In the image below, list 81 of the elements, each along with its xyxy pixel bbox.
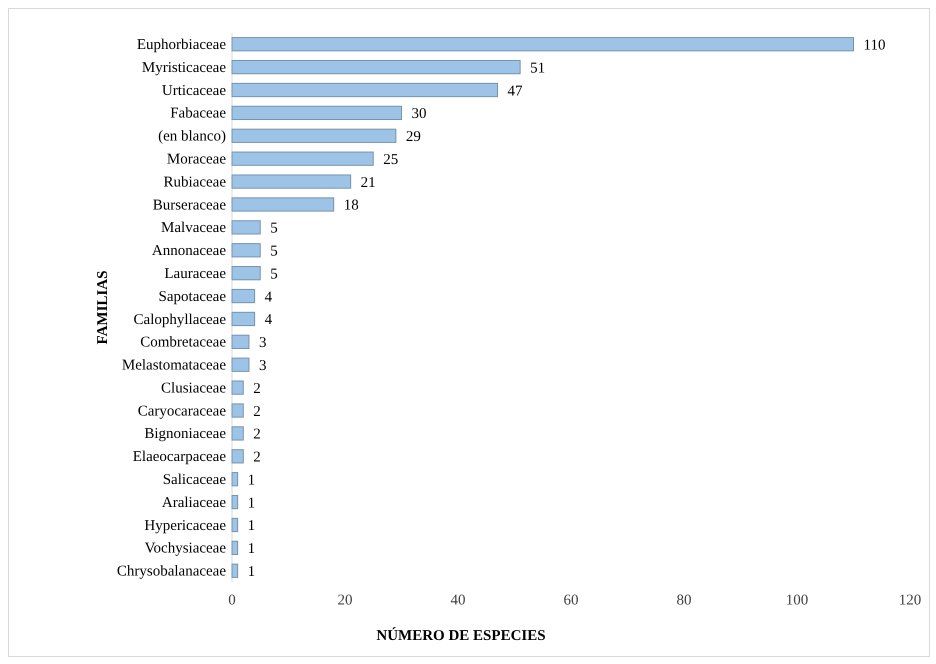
bar xyxy=(232,472,238,486)
y-tick-label: Euphorbiaceae xyxy=(136,37,226,54)
data-label: 3 xyxy=(258,335,266,352)
y-tick-label: Bignoniaceae xyxy=(144,426,226,442)
bar xyxy=(232,82,498,98)
data-label: 5 xyxy=(270,244,278,260)
y-tick-label: Sapotaceae xyxy=(158,288,226,305)
data-label: 1 xyxy=(248,495,256,512)
data-label: 29 xyxy=(406,129,421,146)
data-label: 2 xyxy=(253,450,261,466)
y-tick-label: Annonaceae xyxy=(152,243,226,260)
data-label: 51 xyxy=(530,60,546,76)
bar xyxy=(232,518,238,532)
data-label: 21 xyxy=(360,174,376,191)
bar xyxy=(232,152,374,166)
data-label: 3 xyxy=(258,358,266,374)
bar xyxy=(232,334,250,349)
y-tick-label: Rubiaceae xyxy=(164,174,226,190)
y-tick-label: Araliaceae xyxy=(162,494,226,511)
data-label: 1 xyxy=(248,564,256,580)
y-tick-label: Fabaceae xyxy=(170,106,226,122)
x-tick-label: 120 xyxy=(898,592,922,609)
x-tick-label: 80 xyxy=(676,592,692,609)
data-label: 47 xyxy=(508,83,524,100)
bar xyxy=(232,60,521,74)
data-label: 2 xyxy=(253,426,261,443)
data-label: 1 xyxy=(248,518,256,534)
y-tick-label: Malvaceae xyxy=(161,220,226,236)
bar xyxy=(232,174,352,189)
bar xyxy=(232,288,256,304)
bar xyxy=(232,37,854,52)
x-axis-title: NÚMERO DE ESPECIES xyxy=(376,627,546,644)
y-tick-label: Melastomataceae xyxy=(122,358,226,374)
bar xyxy=(232,449,244,464)
data-label: 5 xyxy=(270,220,278,237)
y-tick-label: (en blanco) xyxy=(158,128,226,145)
bar xyxy=(232,403,244,418)
x-tick-label: 0 xyxy=(228,592,236,609)
data-label: 5 xyxy=(270,266,278,282)
data-label: 2 xyxy=(253,404,261,420)
data-label: 110 xyxy=(864,37,886,54)
y-tick-label: Lauraceae xyxy=(164,266,226,282)
bar xyxy=(232,243,261,258)
x-tick-label: 20 xyxy=(338,592,352,609)
y-axis-title: FAMILIAS xyxy=(94,270,111,344)
y-tick-label: Burseraceae xyxy=(152,197,226,214)
bar xyxy=(232,540,238,556)
y-tick-label: Urticaceae xyxy=(162,82,226,99)
y-tick-label: Chrysobalanaceae xyxy=(116,564,226,580)
y-tick-label: Hypericaceae xyxy=(144,518,226,534)
x-tick-label: 40 xyxy=(450,592,466,609)
bar xyxy=(232,358,250,372)
bar xyxy=(232,494,238,510)
data-label: 1 xyxy=(248,472,256,488)
bar xyxy=(232,128,396,143)
y-tick-label: Clusiaceae xyxy=(161,380,226,396)
data-label: 4 xyxy=(264,312,273,328)
bar xyxy=(232,197,334,212)
y-tick-label: Elaeocarpaceae xyxy=(132,449,226,466)
bar xyxy=(232,312,256,326)
y-tick-label: Calophyllaceae xyxy=(134,312,226,328)
bar xyxy=(232,106,402,120)
data-label: 18 xyxy=(344,198,359,214)
y-tick-label: Moraceae xyxy=(166,151,226,168)
y-tick-label: Myristicaceae xyxy=(142,60,226,76)
data-label: 30 xyxy=(412,106,426,122)
y-tick-label: Caryocaraceae xyxy=(138,403,226,420)
x-tick-label: 60 xyxy=(564,592,578,609)
data-label: 2 xyxy=(253,380,261,397)
data-label: 25 xyxy=(383,152,398,168)
bar xyxy=(232,266,261,280)
bar xyxy=(232,220,261,235)
bar xyxy=(232,380,244,395)
data-label: 4 xyxy=(264,289,273,306)
bar xyxy=(232,426,244,441)
bar xyxy=(232,564,238,578)
y-tick-label: Salicaceae xyxy=(162,472,226,488)
y-tick-label: Combretaceae xyxy=(140,334,226,351)
y-tick-label: Vochysiaceae xyxy=(144,540,226,557)
data-label: 1 xyxy=(248,541,256,558)
x-tick-label: 100 xyxy=(786,592,808,609)
